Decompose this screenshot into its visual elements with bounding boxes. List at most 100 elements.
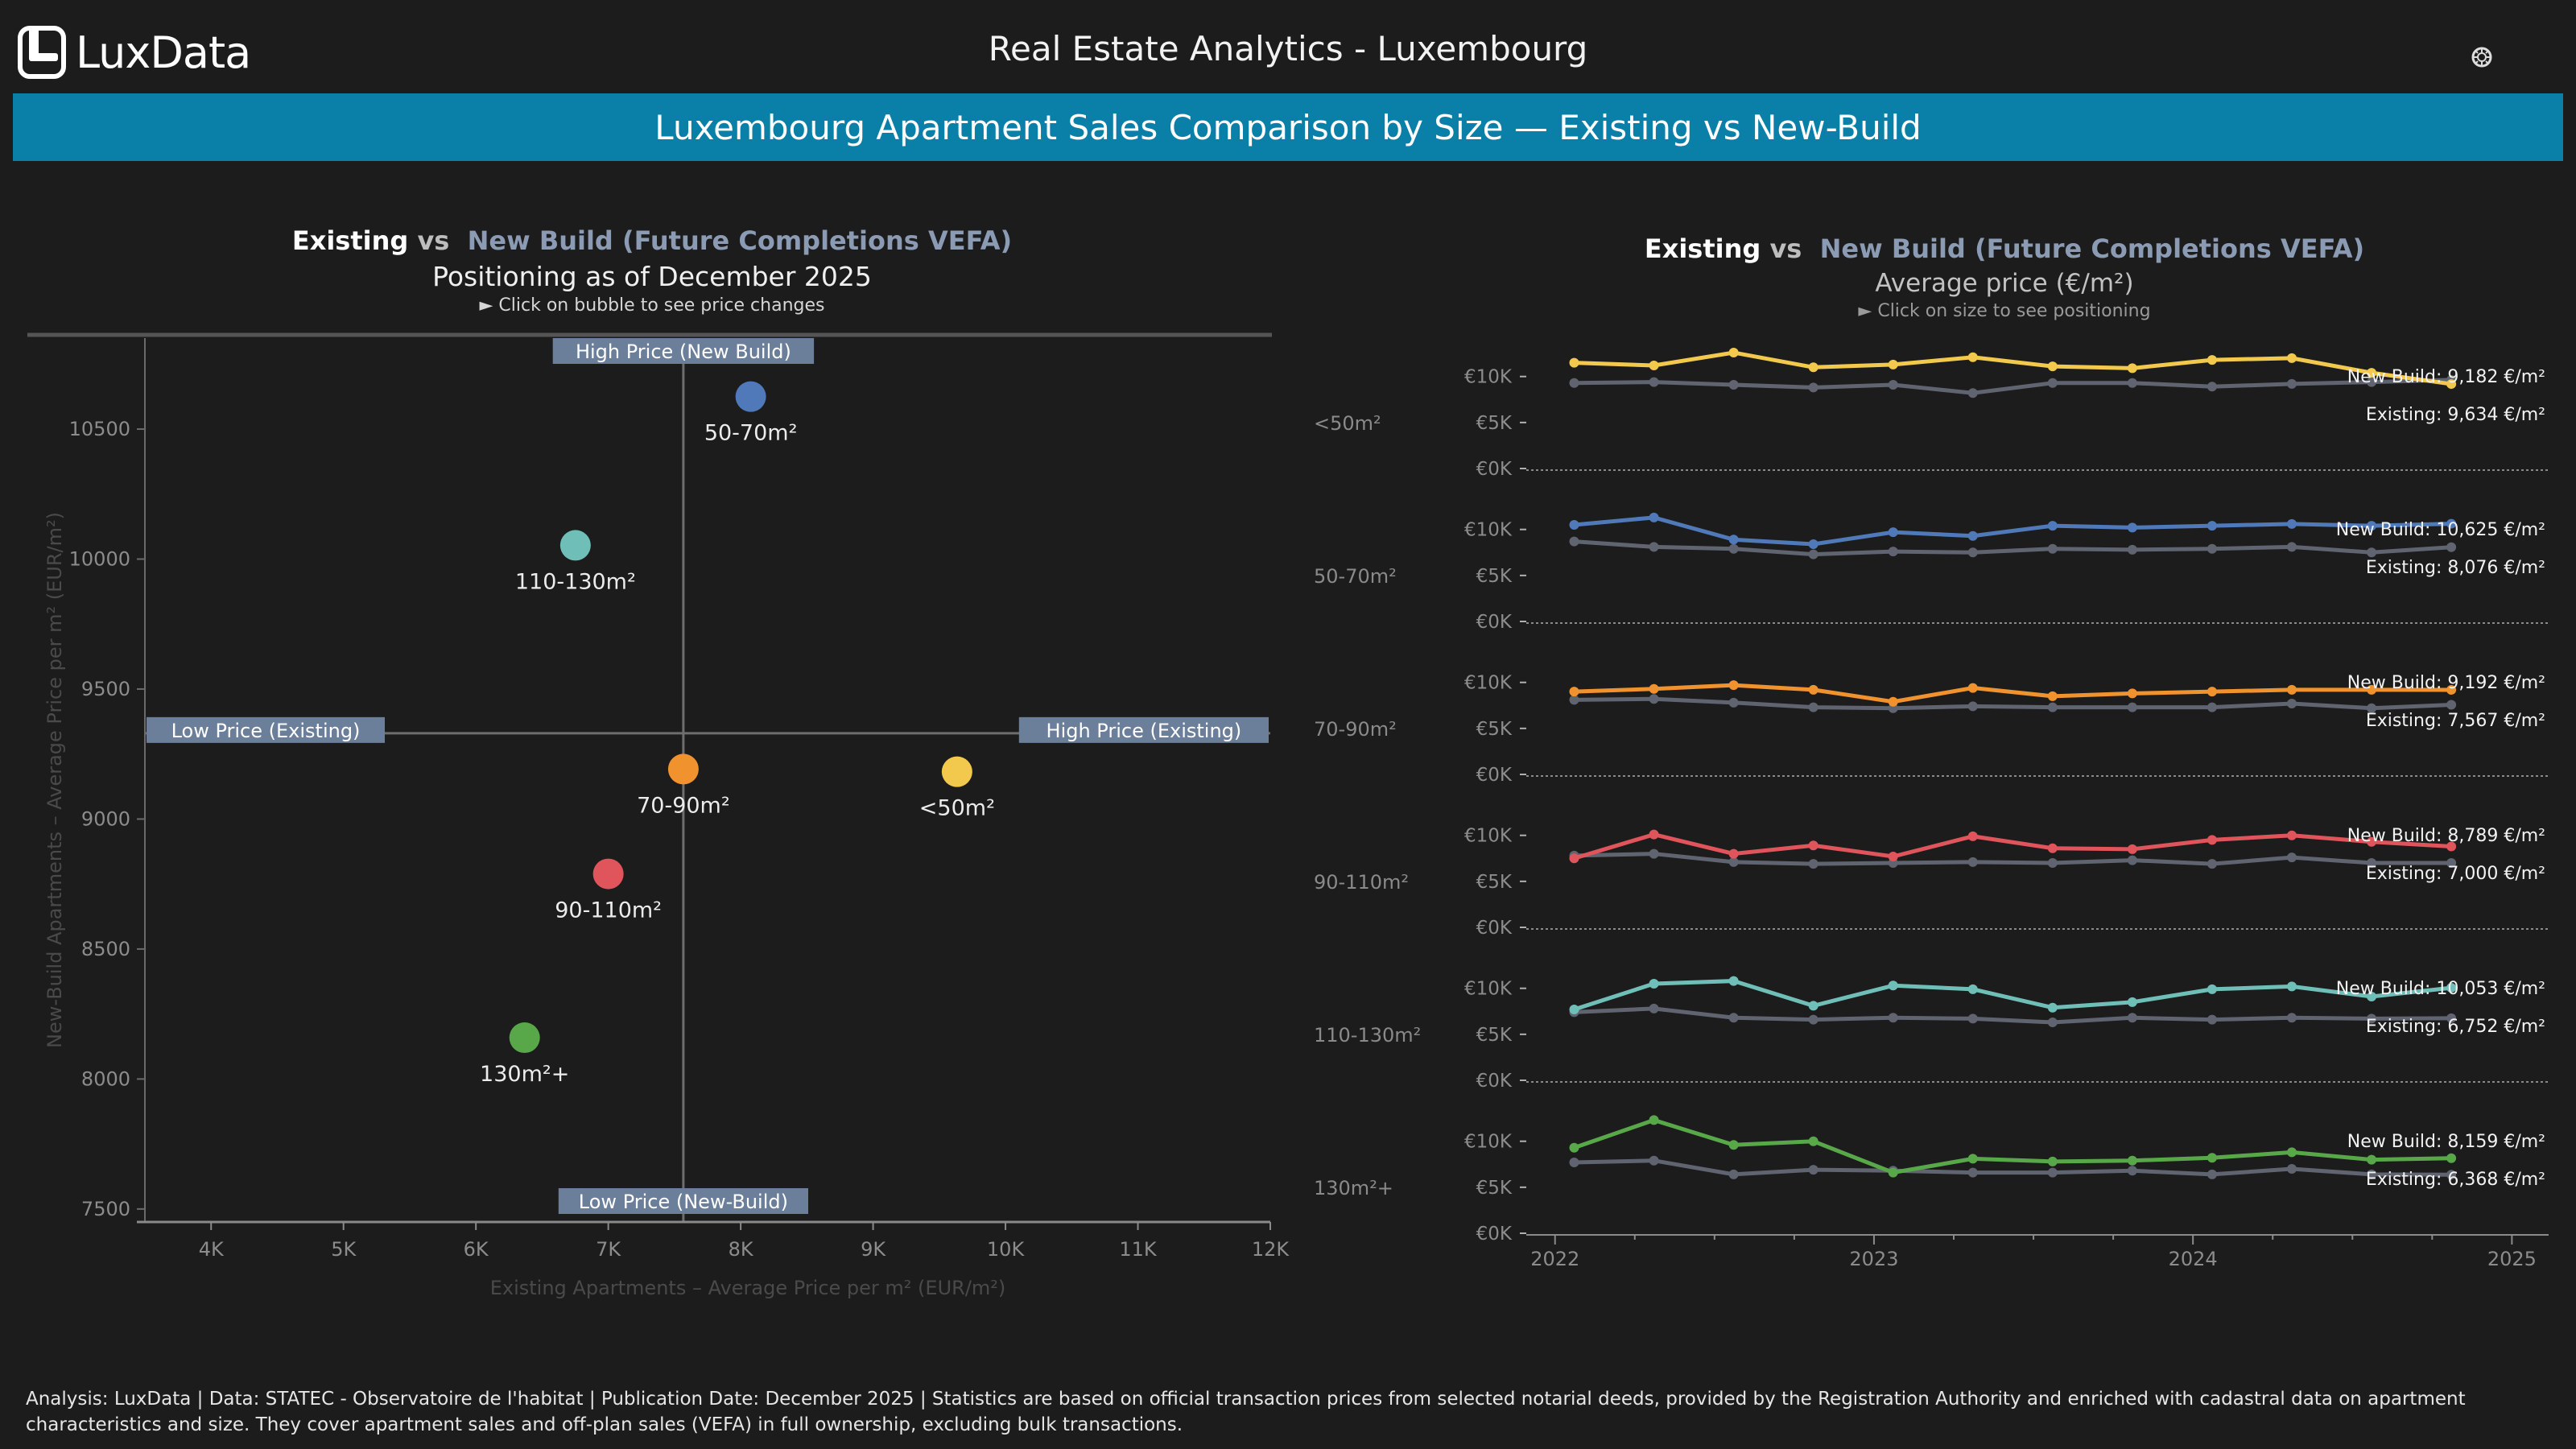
size-panel: 130m²+ €10K €5K €0K New Build: 8,159 €/m² Exi… xyxy=(1314,1115,2549,1245)
bubble-marker[interactable] xyxy=(667,753,699,785)
newbuild-point xyxy=(2446,1153,2457,1163)
panel-y-tick-label: €10K xyxy=(1464,520,1513,541)
newbuild-point xyxy=(2446,518,2457,529)
title-existing: Existing xyxy=(1644,233,1761,264)
bubble-marker[interactable] xyxy=(559,530,591,561)
existing-point xyxy=(2047,702,2058,712)
existing-point xyxy=(2446,858,2457,868)
existing-value-label: Existing: 6,752 €/m² xyxy=(2366,1017,2545,1037)
bubble-marker[interactable] xyxy=(735,381,766,412)
existing-point xyxy=(2367,377,2377,387)
existing-point xyxy=(1649,542,1659,552)
existing-value-label: Existing: 7,567 €/m² xyxy=(2366,711,2545,731)
existing-point xyxy=(2367,1169,2377,1179)
panel-size-label[interactable]: 70-90m² xyxy=(1314,718,1397,741)
logo[interactable]: LuxData xyxy=(18,24,251,80)
newbuild-point xyxy=(2446,379,2457,390)
y-tick-label: 7500 xyxy=(81,1198,130,1220)
existing-point xyxy=(1808,1014,1818,1025)
panel-size-label[interactable]: 130m²+ xyxy=(1314,1177,1393,1199)
newbuild-point xyxy=(2367,368,2377,378)
existing-point xyxy=(2127,378,2137,388)
panel-y-tick-label: €0K xyxy=(1476,1071,1513,1092)
existing-point xyxy=(2207,1169,2217,1179)
panel-y-tick-label: €0K xyxy=(1476,765,1513,786)
newbuild-point xyxy=(2127,844,2137,854)
existing-point xyxy=(2207,543,2217,554)
existing-point xyxy=(2127,1166,2137,1176)
bubble-point[interactable]: <50m² xyxy=(919,756,995,821)
newbuild-point xyxy=(1728,976,1739,986)
existing-point xyxy=(1967,547,1978,558)
right-chart-subtitle: Average price (€/m²) xyxy=(1875,269,2134,298)
bubble-marker[interactable] xyxy=(941,756,972,787)
existing-point xyxy=(2286,378,2297,389)
bubble-point[interactable]: 70-90m² xyxy=(637,753,730,818)
existing-value-label: Existing: 9,634 €/m² xyxy=(2366,405,2545,425)
app-title: Real Estate Analytics - Luxembourg xyxy=(988,29,1588,68)
newbuild-point xyxy=(1808,684,1818,695)
bubble-marker[interactable] xyxy=(509,1022,540,1054)
newbuild-point xyxy=(2367,1154,2377,1165)
gear-icon[interactable] xyxy=(2470,45,2494,69)
newbuild-point xyxy=(1967,352,1978,362)
existing-series-line xyxy=(1574,1006,2452,1025)
newbuild-point xyxy=(1967,683,1978,693)
newbuild-point xyxy=(1728,535,1739,545)
existing-point xyxy=(2127,702,2137,712)
existing-point xyxy=(2047,1167,2058,1178)
left-chart-hint: ► Click on bubble to see price changes xyxy=(479,295,825,316)
size-panel: 50-70m² €10K €5K €0K New Build: 10,625 €/m² E… xyxy=(1314,512,2549,633)
panel-y-tick-label: €10K xyxy=(1464,1132,1513,1153)
newbuild-point xyxy=(1728,680,1739,691)
existing-point xyxy=(1728,1013,1739,1023)
bubble-marker[interactable] xyxy=(592,858,624,890)
newbuild-point xyxy=(2207,835,2217,845)
panel-y-tick-label: €5K xyxy=(1476,1025,1513,1046)
title-vs: vs xyxy=(417,225,450,256)
existing-point xyxy=(2286,699,2297,708)
y-axis-title: New-Build Apartments – Average Price per… xyxy=(43,512,66,1048)
panel-size-label[interactable]: 50-70m² xyxy=(1314,565,1397,588)
existing-point xyxy=(2446,1013,2457,1023)
panel-y-tick-label: €5K xyxy=(1476,1178,1513,1199)
panel-size-label[interactable]: <50m² xyxy=(1314,412,1381,435)
newbuild-point xyxy=(1569,520,1579,530)
newbuild-point xyxy=(2047,691,2058,701)
newbuild-point xyxy=(2367,992,2377,1001)
newbuild-point xyxy=(1967,831,1978,841)
existing-point xyxy=(2446,1170,2457,1180)
right-chart-hint: ► Click on size to see positioning xyxy=(1858,301,2151,321)
newbuild-point xyxy=(1728,348,1739,357)
panel-y-tick-label: €0K xyxy=(1476,612,1513,633)
panel-y-tick-label: €5K xyxy=(1476,719,1513,740)
existing-point xyxy=(2047,1018,2058,1027)
existing-point xyxy=(2286,542,2297,552)
newbuild-point xyxy=(1728,1140,1739,1150)
bubble-label: 70-90m² xyxy=(637,793,730,818)
newbuild-value-label: New Build: 8,159 €/m² xyxy=(2347,1132,2545,1152)
bubble-point[interactable]: 50-70m² xyxy=(704,381,798,446)
existing-value-label: Existing: 6,368 €/m² xyxy=(2366,1170,2545,1190)
newbuild-series-line xyxy=(1574,683,2452,704)
panel-y-tick-label: €0K xyxy=(1476,918,1513,939)
newbuild-value-label: New Build: 10,625 €/m² xyxy=(2336,520,2545,540)
existing-point xyxy=(1728,543,1739,554)
bubble-point[interactable]: 130m²+ xyxy=(480,1022,569,1087)
panel-y-tick-label: €5K xyxy=(1476,413,1513,434)
newbuild-point xyxy=(1649,829,1659,840)
left-chart-title: Existing vs New Build (Future Completion… xyxy=(48,225,1256,256)
newbuild-point xyxy=(2286,1147,2297,1158)
y-tick-label: 9000 xyxy=(81,807,130,830)
existing-point xyxy=(1808,382,1818,393)
bubble-point[interactable]: 110-130m² xyxy=(515,530,636,594)
bubble-point[interactable]: 90-110m² xyxy=(555,858,662,923)
x-tick-label: 5K xyxy=(331,1238,357,1261)
existing-series-line xyxy=(1574,1158,2452,1177)
panel-size-label[interactable]: 90-110m² xyxy=(1314,871,1409,894)
newbuild-point xyxy=(2127,363,2137,374)
right-chart-title: Existing vs New Build (Future Completion… xyxy=(1481,233,2528,264)
panel-size-label[interactable]: 110-130m² xyxy=(1314,1024,1421,1046)
panel-y-tick-label: €0K xyxy=(1476,459,1513,480)
newbuild-point xyxy=(1808,539,1818,549)
